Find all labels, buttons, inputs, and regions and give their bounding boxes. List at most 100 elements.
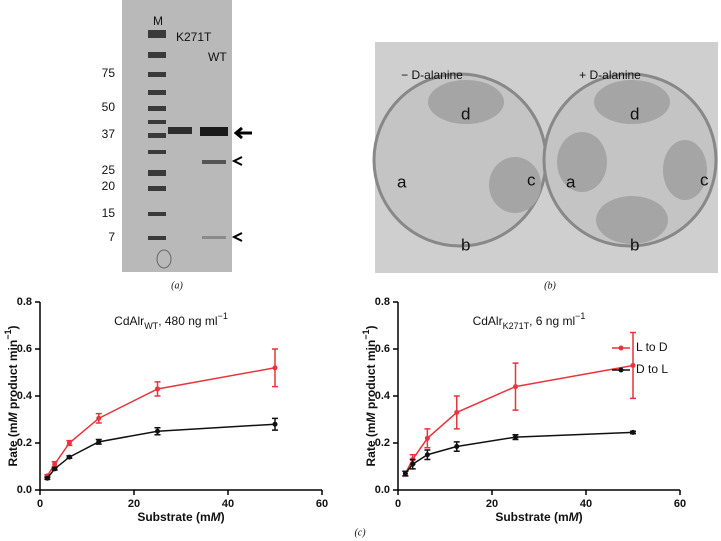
title-part: WT (144, 321, 158, 331)
title-part: −1 (218, 311, 228, 321)
x-tick-label: 0 (395, 498, 401, 510)
label-part: Substrate (m (137, 510, 210, 524)
title-part: , 480 ng ml (158, 314, 217, 328)
label-part: Substrate (m (495, 510, 568, 524)
label-part: −1 (361, 330, 371, 340)
x-tick-label: 40 (222, 498, 234, 510)
marker-label: 25 (102, 163, 116, 177)
marker-bands (148, 30, 166, 240)
strain-label: b (630, 235, 639, 254)
y-tick-label: 0.8 (375, 296, 390, 308)
marker-label: 75 (102, 66, 116, 80)
point (52, 466, 58, 472)
point (96, 415, 102, 421)
label-part: M (364, 411, 378, 422)
label-part: ) (221, 510, 225, 524)
marker-label: 7 (108, 230, 115, 244)
label-part: −1 (3, 330, 13, 340)
point (424, 452, 430, 458)
point (272, 365, 278, 371)
y-tick-label: 0.6 (375, 343, 390, 355)
legend-label: L to D (636, 340, 668, 354)
point (630, 429, 636, 435)
series-line (404, 431, 634, 475)
label-part: ) (579, 510, 583, 524)
label-part: product min (364, 340, 378, 413)
y-tick-label: 0.2 (375, 437, 390, 449)
streaks (428, 80, 707, 244)
series-line (404, 364, 634, 474)
lane-label: M (153, 14, 163, 28)
y-tick-label: 0.8 (17, 296, 32, 308)
strain-label: a (397, 172, 407, 191)
x-tick-label: 0 (37, 498, 43, 510)
strain-label: c (700, 170, 709, 189)
caption: (b) (544, 280, 556, 291)
point (424, 435, 430, 441)
chart-title: CdAlrWT, 480 ng ml−1 (114, 311, 228, 331)
y-tick-label: 0.2 (17, 437, 32, 449)
legend-marker (618, 367, 624, 373)
title-part: K271T (503, 321, 530, 331)
legend-marker (618, 345, 624, 351)
label-part: ) (6, 326, 20, 330)
label-part: M (6, 411, 20, 422)
y-tick-label: 0.4 (375, 390, 391, 402)
title-part: , 6 ng ml (529, 314, 575, 328)
strain-label: c (527, 170, 536, 189)
y-tick-label: 0.0 (17, 484, 32, 496)
point (272, 421, 278, 427)
point (155, 428, 160, 434)
label-part: Rate (m (364, 422, 378, 466)
strain-label: a (566, 172, 576, 191)
marker-label: 37 (102, 127, 116, 141)
point (410, 461, 416, 467)
x-axis-label: Substrate (mM) (495, 510, 582, 524)
point (630, 362, 636, 368)
arrowhead (231, 156, 243, 166)
point (96, 439, 102, 445)
label-part: Rate (m (6, 422, 20, 466)
point (454, 444, 460, 450)
x-tick-label: 60 (316, 498, 328, 510)
band (202, 160, 226, 164)
x-tick-label: 60 (674, 498, 686, 510)
title-part: CdAlr (473, 314, 503, 328)
strain-label: d (461, 104, 470, 123)
label-part: M (569, 510, 580, 524)
x-tick-label: 20 (128, 498, 140, 510)
y-tick-label: 0.0 (375, 484, 390, 496)
y-tick-label: 0.6 (17, 343, 32, 355)
point (155, 386, 160, 392)
arrowhead (231, 232, 243, 242)
arrow (233, 126, 252, 140)
band (168, 127, 192, 134)
legend-label: D to L (636, 362, 668, 376)
marker-label: 50 (102, 100, 116, 114)
label-part: M (211, 510, 222, 524)
chart-title: CdAlrK271T, 6 ng ml−1 (473, 311, 586, 331)
point (513, 384, 518, 390)
mark (156, 249, 172, 269)
x-axis-label: Substrate (mM) (137, 510, 224, 524)
point (66, 454, 72, 460)
band (202, 236, 226, 239)
series-line (46, 367, 276, 477)
y-axis-label: Rate (mM product min−1) (361, 326, 378, 467)
label-part: product min (6, 340, 20, 413)
title-part: CdAlr (114, 314, 144, 328)
caption: (a) (171, 280, 183, 291)
point (513, 434, 518, 440)
caption: (c) (354, 527, 366, 538)
strain-label: d (630, 104, 639, 123)
title-part: −1 (575, 311, 585, 321)
condition: − D-alanine (401, 68, 463, 82)
point (44, 475, 50, 481)
point (402, 471, 408, 477)
y-tick-label: 0.4 (17, 390, 33, 402)
point (66, 440, 72, 446)
condition: + D-alanine (579, 68, 641, 82)
band (200, 127, 228, 136)
